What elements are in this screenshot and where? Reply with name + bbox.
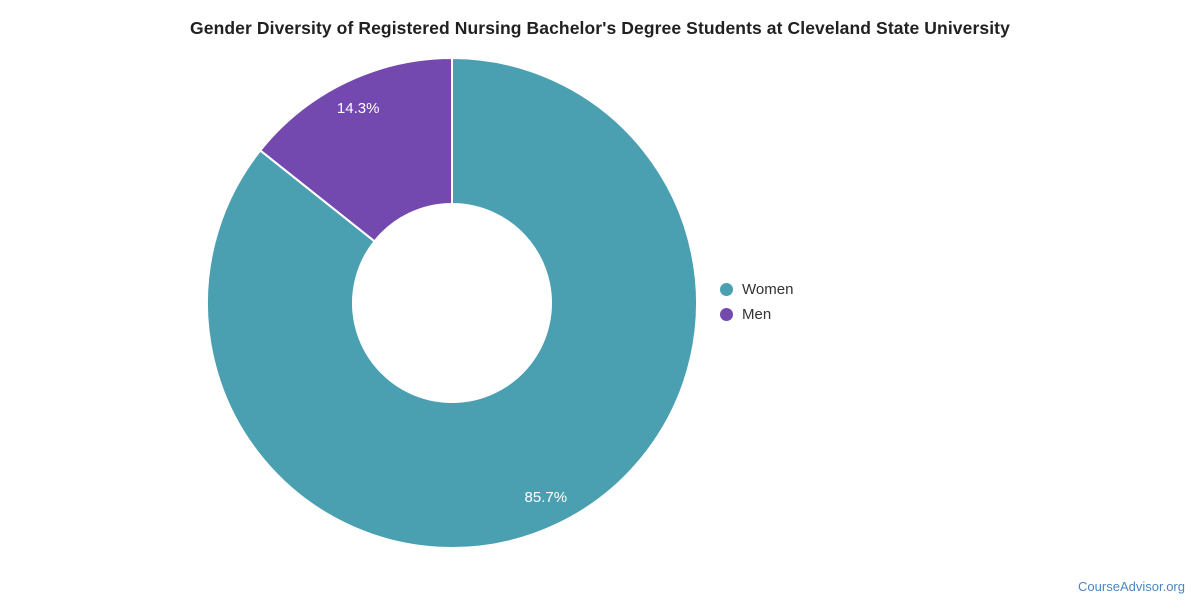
legend: Women Men [720,277,793,327]
donut-pie-chart[interactable]: 85.7% 14.3% [202,53,702,553]
legend-marker-women [720,283,733,296]
legend-label-men: Men [742,306,772,323]
legend-marker-men [720,308,733,321]
chart-title: Gender Diversity of Registered Nursing B… [190,18,1010,38]
legend-item-men[interactable]: Men [720,302,793,327]
legend-item-women[interactable]: Women [720,277,793,302]
watermark-link[interactable]: CourseAdvisor.org [1078,579,1185,594]
pie-slice-women[interactable] [206,56,698,549]
slice-label-men: 14.3% [337,100,380,117]
legend-label-women: Women [742,281,794,298]
pie-slice-men[interactable] [258,56,453,243]
slice-label-women: 85.7% [525,489,568,506]
